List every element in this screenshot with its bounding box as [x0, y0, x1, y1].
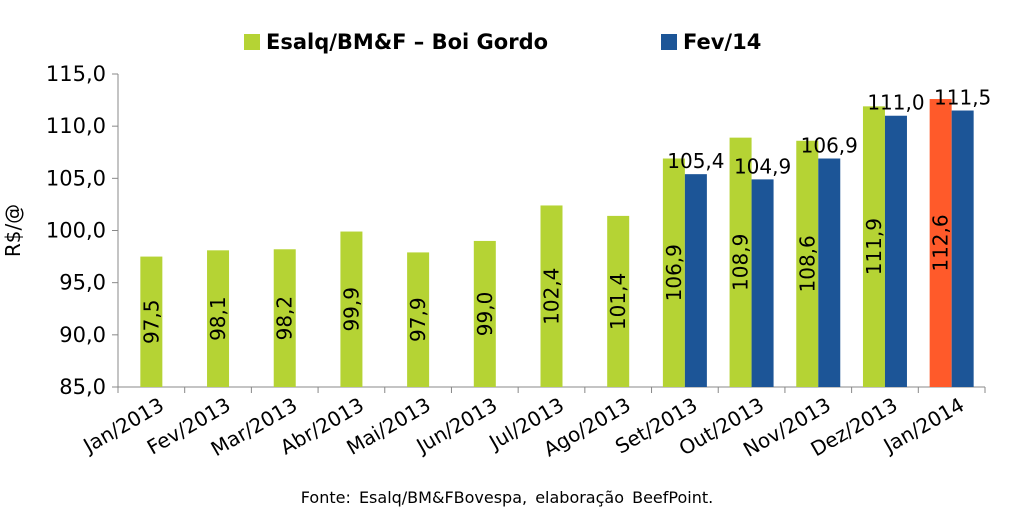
bar-label-fev14: 111,0 — [867, 91, 924, 115]
bar-fev14 — [951, 110, 974, 388]
bar-label-fev14: 105,4 — [667, 149, 724, 173]
bar-boi-gordo — [929, 99, 952, 387]
y-axis-title: R$/@ — [1, 204, 25, 257]
chart-legend: Esalq/BM&F – Boi Gordo Fev/14 — [0, 30, 1014, 60]
bar-label-boi-gordo: 97,9 — [406, 297, 430, 342]
bar-fev14 — [751, 179, 774, 387]
bar-boi-gordo — [473, 240, 496, 387]
bar-boi-gordo — [273, 249, 296, 387]
bar-fev14 — [818, 158, 841, 387]
bar-label-boi-gordo: 99,0 — [473, 292, 497, 337]
bar-label-boi-gordo: 112,6 — [929, 214, 953, 271]
bar-label-boi-gordo: 101,4 — [606, 273, 630, 330]
bar-label-boi-gordo: 99,9 — [339, 287, 363, 332]
bar-label-fev14: 111,5 — [934, 86, 991, 110]
legend-swatch-fev14 — [661, 34, 677, 50]
y-tick-label: 105,0 — [46, 166, 106, 190]
y-tick-label: 95,0 — [59, 271, 106, 295]
bar-label-boi-gordo: 108,9 — [729, 234, 753, 291]
y-tick-label: 90,0 — [59, 323, 106, 347]
bar-boi-gordo — [607, 215, 630, 387]
bar-boi-gordo — [140, 256, 163, 387]
bar-label-boi-gordo: 102,4 — [540, 268, 564, 325]
legend-swatch-boi-gordo — [244, 34, 260, 50]
y-tick-label: 85,0 — [59, 375, 106, 399]
source-note: Fonte: Esalq/BM&FBovespa, elaboração Bee… — [300, 488, 714, 507]
bar-fev14 — [884, 115, 907, 387]
legend-label-boi-gordo: Esalq/BM&F – Boi Gordo — [266, 30, 549, 54]
bar-fev14 — [684, 174, 707, 387]
bar-boi-gordo — [540, 205, 563, 387]
legend-item-fev14: Fev/14 — [661, 30, 761, 54]
bar-boi-gordo — [796, 140, 819, 387]
bar-boi-gordo — [407, 252, 430, 387]
bar-label-boi-gordo: 97,5 — [139, 300, 163, 345]
y-tick-label: 100,0 — [46, 219, 106, 243]
bar-label-boi-gordo: 98,2 — [273, 296, 297, 341]
y-tick-label: 110,0 — [46, 114, 106, 138]
bar-label-boi-gordo: 98,1 — [206, 296, 230, 341]
legend-label-fev14: Fev/14 — [683, 30, 762, 54]
bar-boi-gordo — [207, 250, 230, 387]
bar-label-boi-gordo: 108,6 — [795, 235, 819, 292]
y-tick-label: 115,0 — [46, 62, 106, 86]
bar-label-boi-gordo: 111,9 — [862, 218, 886, 275]
bar-label-fev14: 106,9 — [801, 134, 858, 158]
bar-boi-gordo — [662, 158, 685, 387]
bar-label-fev14: 104,9 — [734, 154, 791, 178]
bar-label-boi-gordo: 106,9 — [662, 244, 686, 301]
legend-item-boi-gordo: Esalq/BM&F – Boi Gordo — [244, 30, 548, 54]
bar-boi-gordo — [862, 106, 885, 388]
bar-boi-gordo — [729, 137, 752, 387]
bar-boi-gordo — [340, 231, 363, 387]
